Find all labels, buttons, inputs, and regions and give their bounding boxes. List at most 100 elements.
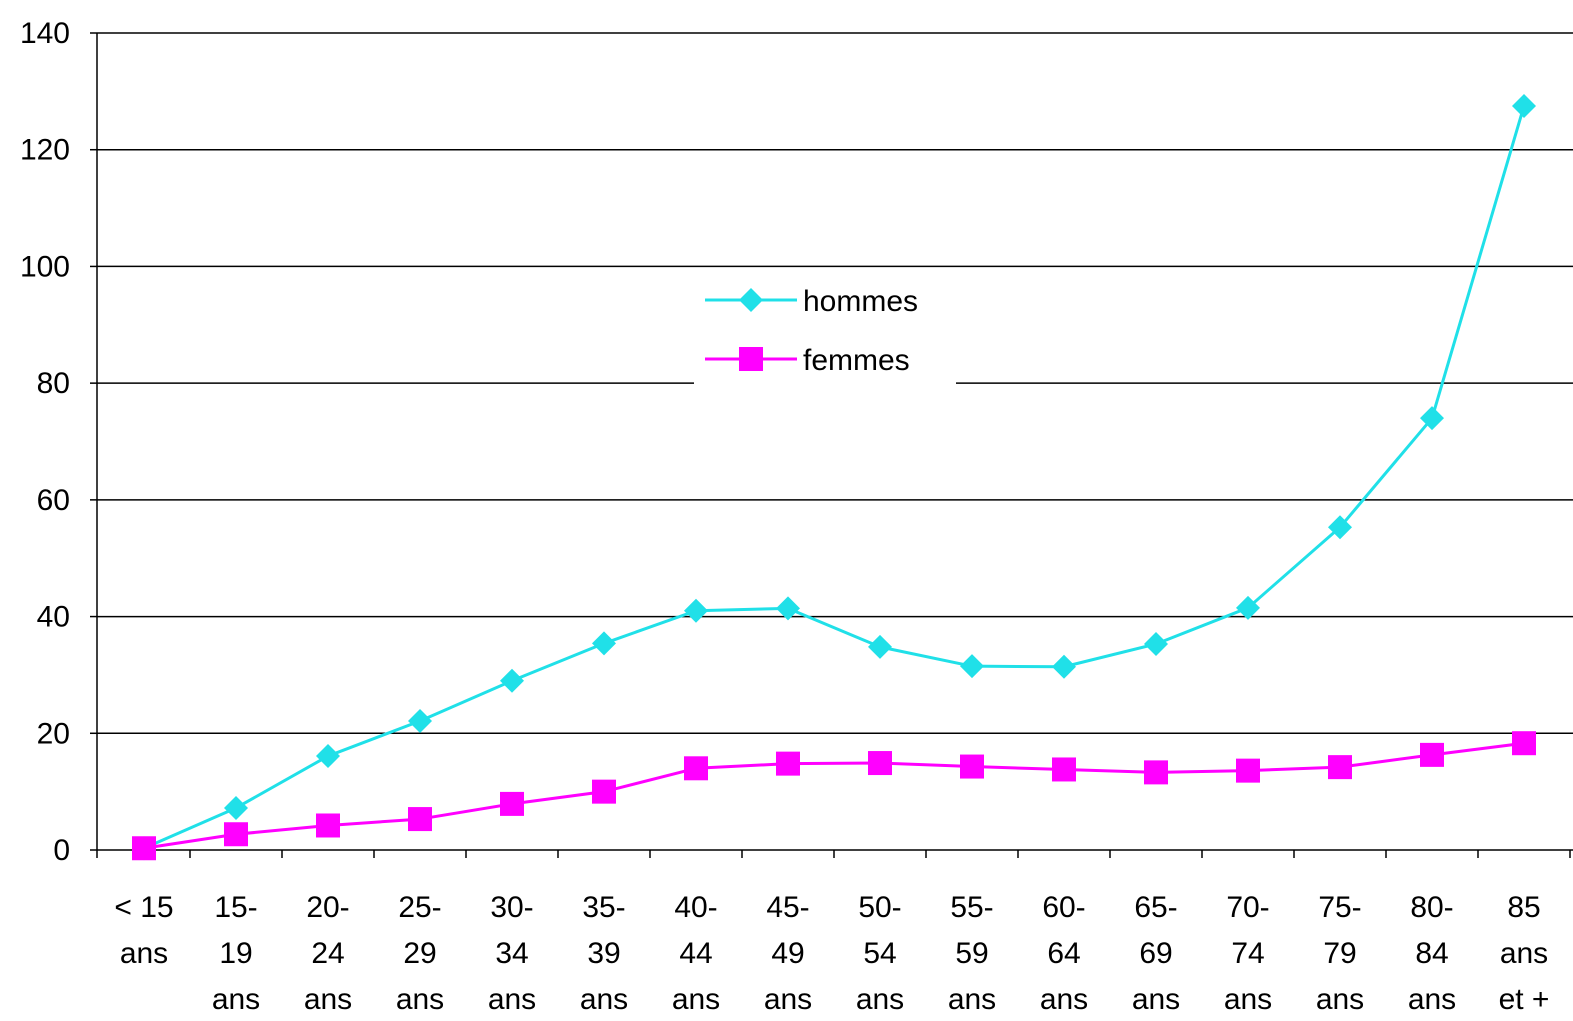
point-femmes bbox=[960, 754, 984, 779]
point-femmes bbox=[500, 791, 524, 816]
point-hommes bbox=[868, 634, 892, 659]
axes bbox=[96, 33, 1573, 858]
y-tick-label: 20 bbox=[37, 717, 70, 750]
x-tick-label: 20- 24 ans bbox=[304, 891, 352, 1016]
x-tick-label-line: ans bbox=[856, 983, 904, 1016]
y-tick-label: 120 bbox=[20, 134, 70, 167]
point-hommes bbox=[1052, 654, 1076, 679]
point-hommes bbox=[224, 795, 248, 820]
x-tick-label-line: 35- bbox=[582, 891, 625, 924]
y-tick-label: 0 bbox=[53, 834, 70, 867]
x-tick-label: 40- 44 ans bbox=[672, 891, 720, 1016]
x-tick-label-line: 34 bbox=[495, 937, 528, 970]
x-tick-label-line: 24 bbox=[311, 937, 344, 970]
gridlines bbox=[97, 32, 1573, 735]
point-femmes bbox=[776, 751, 800, 776]
point-hommes bbox=[1236, 595, 1260, 620]
point-femmes bbox=[1144, 760, 1168, 785]
x-tick-label: 65- 69 ans bbox=[1132, 891, 1180, 1016]
x-tick-label-line: 20- bbox=[306, 891, 349, 924]
x-tick-label: 35- 39 ans bbox=[580, 891, 628, 1016]
x-tick-label: 75- 79 ans bbox=[1316, 891, 1364, 1016]
x-axis-labels: < 15ans15-19ans20-24ans25-29ans30-34ans3… bbox=[114, 891, 1549, 1016]
x-tick-label-line: 19 bbox=[219, 937, 252, 970]
x-tick-label-line: 30- bbox=[490, 891, 533, 924]
legend-item-hommes: hommes bbox=[705, 285, 918, 318]
x-tick-label-line: ans bbox=[580, 983, 628, 1016]
x-tick-label-line: ans bbox=[488, 983, 536, 1016]
legend-marker-femmes bbox=[739, 347, 763, 371]
y-tick-label: 60 bbox=[37, 484, 70, 517]
x-tick-label-line: ans bbox=[1316, 983, 1364, 1016]
x-tick-label-line: 45- bbox=[766, 891, 809, 924]
x-tick-label-line: ans bbox=[672, 983, 720, 1016]
x-tick-label-line: < 15 bbox=[114, 891, 173, 924]
legend-background bbox=[694, 272, 956, 388]
x-tick-label: 60- 64 ans bbox=[1040, 891, 1088, 1016]
point-femmes bbox=[1236, 758, 1260, 783]
x-tick-label-line: 84 bbox=[1415, 937, 1448, 970]
x-tick-label: 25- 29 ans bbox=[396, 891, 444, 1016]
x-tick-label-line: ans bbox=[764, 983, 812, 1016]
x-tick-label-line: 15- bbox=[214, 891, 257, 924]
point-femmes bbox=[224, 822, 248, 847]
x-tick-label-line: 25- bbox=[398, 891, 441, 924]
x-tick-label-line: et + bbox=[1499, 983, 1550, 1016]
x-tick-label-line: 49 bbox=[771, 937, 804, 970]
x-tick-label-line: 69 bbox=[1139, 937, 1172, 970]
point-femmes bbox=[592, 779, 616, 804]
legend-item-femmes: femmes bbox=[705, 344, 910, 377]
x-tick-label-line: 55- bbox=[950, 891, 993, 924]
x-tick-label-line: 29 bbox=[403, 937, 436, 970]
x-tick-label-line: 59 bbox=[955, 937, 988, 970]
x-tick-label: < 15 ans bbox=[114, 891, 173, 970]
point-hommes bbox=[684, 598, 708, 623]
x-tick-label-line: ans bbox=[1132, 983, 1180, 1016]
point-femmes bbox=[1328, 755, 1352, 780]
point-femmes bbox=[1420, 742, 1444, 767]
legend: hommes femmes bbox=[694, 272, 956, 388]
x-tick-label-line: 80- bbox=[1410, 891, 1453, 924]
series-layer bbox=[132, 93, 1536, 861]
x-tick-label-line: 54 bbox=[863, 937, 896, 970]
x-tick-label-line: ans bbox=[1408, 983, 1456, 1016]
series-line-hommes bbox=[143, 105, 1526, 850]
point-hommes bbox=[316, 744, 340, 769]
x-tick-label-line: ans bbox=[304, 983, 352, 1016]
x-tick-label: 30- 34 ans bbox=[488, 891, 536, 1016]
point-hommes bbox=[776, 596, 800, 621]
point-femmes bbox=[684, 756, 708, 781]
point-femmes bbox=[1052, 757, 1076, 782]
x-tick-label: 15- 19 ans bbox=[212, 891, 260, 1016]
series-line-femmes bbox=[143, 741, 1525, 850]
x-tick-label-line: ans bbox=[212, 983, 260, 1016]
point-hommes bbox=[500, 668, 524, 693]
series-femmes bbox=[132, 731, 1536, 861]
point-hommes bbox=[592, 631, 616, 656]
x-tick-label-line: ans bbox=[1224, 983, 1272, 1016]
x-tick-label-line: 70- bbox=[1226, 891, 1269, 924]
y-tick-label: 80 bbox=[37, 367, 70, 400]
x-tick-label: 85 ans et + bbox=[1499, 891, 1550, 1016]
point-hommes bbox=[960, 654, 984, 679]
y-tick-label: 100 bbox=[20, 250, 70, 283]
x-tick-label-line: 85 bbox=[1507, 891, 1540, 924]
point-femmes bbox=[1512, 731, 1536, 756]
series-hommes bbox=[132, 93, 1536, 861]
legend-marker-hommes bbox=[739, 288, 763, 312]
legend-label-hommes: hommes bbox=[803, 285, 918, 318]
point-hommes bbox=[1144, 631, 1168, 656]
y-tick-label: 40 bbox=[37, 601, 70, 634]
x-tick-label-line: 39 bbox=[587, 937, 620, 970]
point-hommes bbox=[1512, 93, 1536, 118]
y-tick-label: 140 bbox=[20, 17, 70, 50]
x-tick-label-line: 79 bbox=[1323, 937, 1356, 970]
x-tick-label-line: ans bbox=[948, 983, 996, 1016]
x-tick-label-line: 64 bbox=[1047, 937, 1080, 970]
x-tick-label-line: ans bbox=[120, 937, 168, 970]
point-femmes bbox=[868, 751, 892, 776]
legend-label-femmes: femmes bbox=[803, 344, 910, 377]
x-tick-label-line: ans bbox=[1500, 937, 1548, 970]
x-tick-label: 45- 49 ans bbox=[764, 891, 812, 1016]
